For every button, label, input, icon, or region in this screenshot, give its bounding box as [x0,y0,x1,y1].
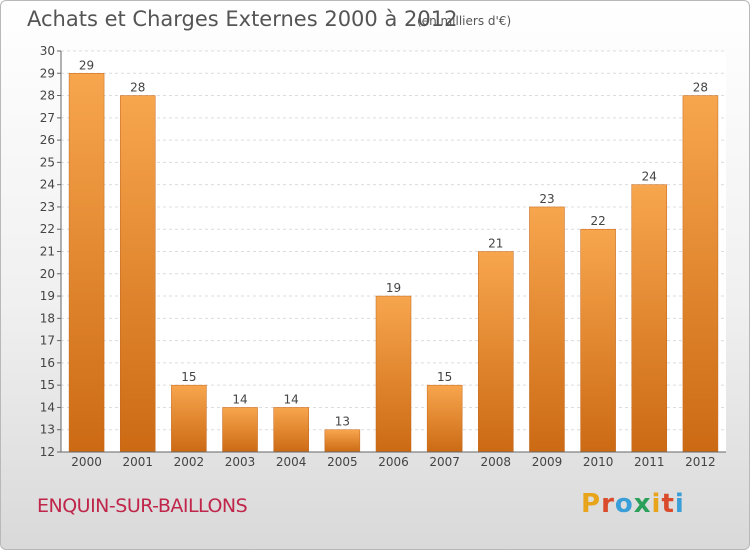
data-label: 23 [539,192,554,206]
y-tick-label: 15 [40,378,55,392]
y-tick-label: 20 [40,267,55,281]
logo-letter: x [633,489,652,519]
y-tick-label: 19 [40,289,55,303]
y-tick-label: 29 [40,66,55,80]
data-label: 29 [79,58,94,72]
y-tick-label: 27 [40,111,55,125]
y-tick-label: 24 [40,178,55,192]
x-tick-label: 2010 [583,455,614,469]
y-tick-label: 21 [40,245,55,259]
y-tick-label: 12 [40,445,55,459]
logo-letter: o [614,489,634,519]
x-tick-label: 2001 [122,455,153,469]
data-label: 15 [437,370,452,384]
x-tick-label: 2000 [71,455,102,469]
data-label: 24 [642,170,657,184]
bar-2010 [580,228,616,453]
bar-2003 [222,407,258,453]
y-tick-label: 17 [40,334,55,348]
bar-2005 [324,429,361,453]
logo-letter: i [651,489,662,519]
y-tick-label: 23 [40,200,55,214]
data-label: 14 [284,392,299,406]
data-label: 28 [130,81,145,95]
y-tick-label: 25 [40,155,55,169]
x-tick-label: 2007 [429,455,460,469]
bars: 29 28 15 14 14 13 19 15 21 23 22 24 28 [68,58,719,453]
y-tick-label: 13 [40,423,55,437]
data-label: 14 [232,392,247,406]
proxiti-logo: Proxiti [581,489,685,519]
logo-letter: t [661,489,675,519]
data-label: 19 [386,281,401,295]
x-tick-label: 2005 [327,455,358,469]
bar-2008 [478,251,514,453]
logo-letter: P [581,489,602,519]
bar-2007 [426,384,463,453]
x-tick-label: 2006 [378,455,409,469]
bar-2006 [375,295,412,453]
x-tick-label: 2002 [174,455,205,469]
logo-letter: i [674,489,685,519]
chart-unit: (en milliers d'€) [417,14,512,28]
y-tick-label: 18 [40,311,55,325]
y-tick-label: 22 [40,222,55,236]
y-tick-label: 14 [40,400,55,414]
data-label: 21 [488,237,503,251]
y-tick-label: 28 [40,89,55,103]
x-tick-label: 2008 [481,455,512,469]
bar-2012 [682,95,719,453]
bar-2011 [631,184,668,453]
bar-2002 [171,384,207,453]
y-tick-label: 16 [40,356,55,370]
data-label: 13 [335,415,350,429]
y-axis: 12 13 14 15 16 17 18 19 20 21 22 23 24 25 26 27 28 29 30 [40,44,62,459]
logo-letter: r [601,489,615,519]
x-tick-label: 2011 [634,455,665,469]
chart-title: Achats et Charges Externes 2000 à 2012 [27,7,458,31]
bar-2009 [529,206,565,453]
data-label: 28 [693,81,708,95]
x-tick-label: 2009 [532,455,563,469]
data-label: 22 [590,214,605,228]
commune-name: ENQUIN-SUR-BAILLONS [37,495,248,517]
y-tick-label: 30 [40,44,55,58]
bar-2000 [68,73,105,453]
bar-2004 [273,407,309,453]
x-axis: 2000 2001 2002 2003 2004 2005 2006 2007 2008 2009… [61,451,726,469]
data-label: 15 [181,370,196,384]
x-tick-label: 2003 [225,455,256,469]
x-tick-label: 2012 [685,455,716,469]
x-tick-label: 2004 [276,455,307,469]
bar-2001 [119,95,156,453]
y-tick-label: 26 [40,133,55,147]
